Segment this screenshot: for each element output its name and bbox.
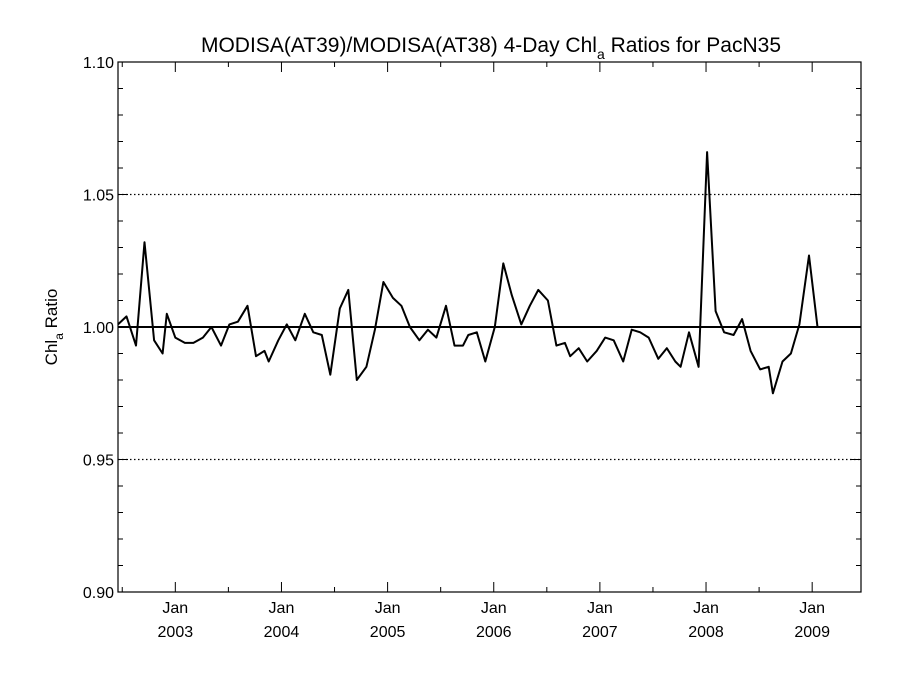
chart-title: MODISA(AT39)/MODISA(AT38) 4-Day Chla Rat… [201, 34, 781, 62]
x-ticks: Jan 2003 Jan 2004 Jan 2005 Jan 2006 Jan 2007 Jan 20… [121, 62, 830, 641]
y-tick-label: 1.05 [83, 188, 114, 205]
x-tick-year-label: 2004 [264, 624, 300, 641]
y-tick-label: 1.10 [83, 55, 114, 72]
x-tick-month-label: Jan [799, 600, 825, 617]
y-tick-label: 0.95 [83, 453, 114, 470]
y-tick-label: 1.00 [83, 320, 114, 337]
x-tick-month-label: Jan [481, 600, 507, 617]
x-tick-year-label: 2007 [582, 624, 618, 641]
x-tick-month-label: Jan [375, 600, 401, 617]
ylabel-subscript: a [52, 333, 66, 340]
y-tick-label: 0.90 [83, 585, 114, 602]
plot-frame [117, 61, 862, 593]
x-tick-year-label: 2006 [476, 624, 512, 641]
x-tick-year-label: 2003 [158, 624, 194, 641]
ylabel-main: Chl [42, 340, 61, 366]
series-line [117, 151, 819, 395]
ylabel-rest: Ratio [42, 289, 61, 333]
title-rest: Ratios for PacN35 [605, 34, 781, 57]
x-tick-month-label: Jan [587, 600, 613, 617]
y-ticks: 0.90 0.95 1.00 1.05 1.10 [83, 55, 114, 602]
x-tick-year-label: 2005 [370, 624, 406, 641]
x-tick-year-label: 2009 [794, 624, 830, 641]
y-axis-label: Chla Ratio [42, 289, 66, 366]
x-tick-month-label: Jan [269, 600, 295, 617]
title-main: MODISA(AT39)/MODISA(AT38) 4-Day Chl [201, 34, 597, 57]
x-tick-month-label: Jan [693, 600, 719, 617]
x-tick-month-label: Jan [162, 600, 188, 617]
x-tick-year-label: 2008 [688, 624, 724, 641]
title-subscript: a [597, 46, 605, 62]
